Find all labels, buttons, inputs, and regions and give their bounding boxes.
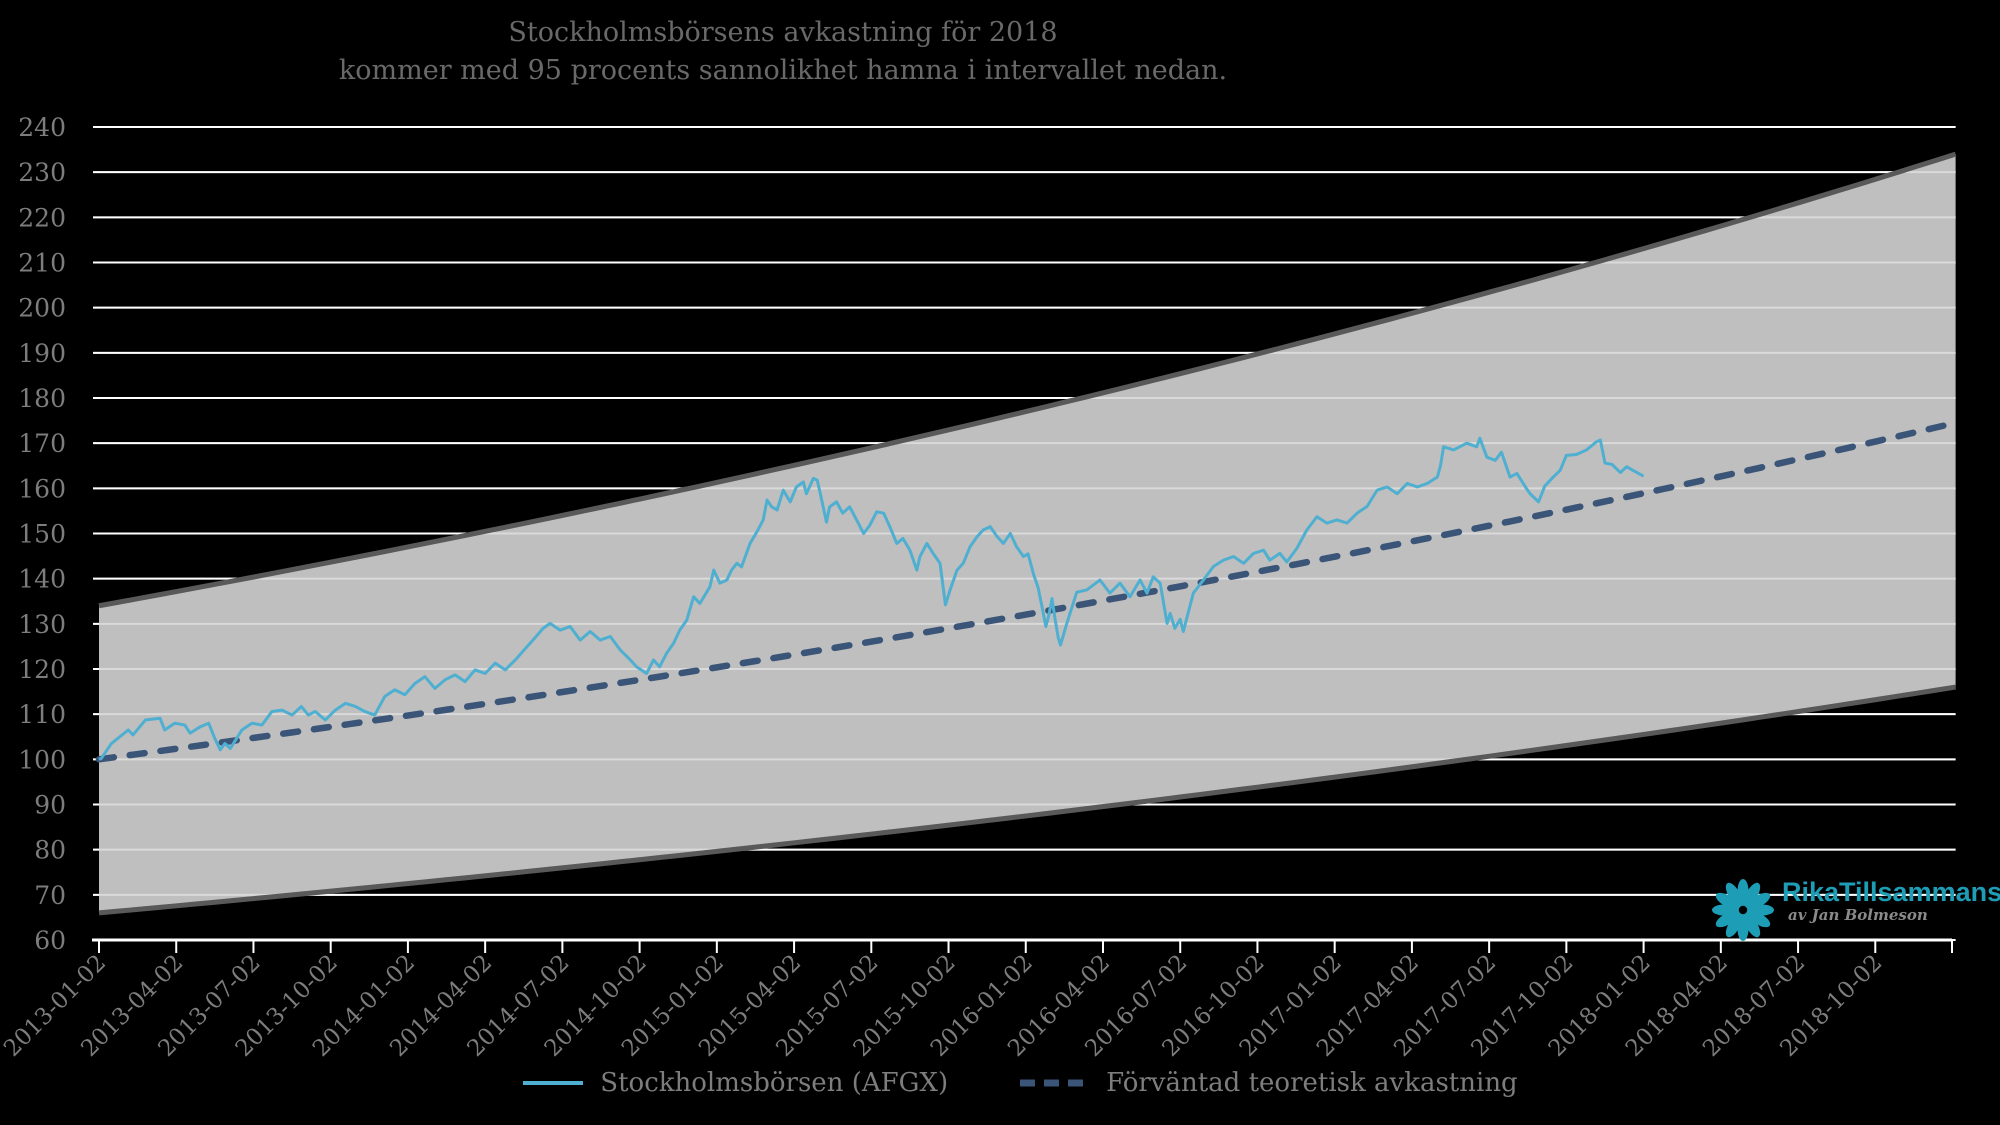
y-tick-label: 90 bbox=[34, 790, 66, 819]
flower-icon bbox=[1712, 879, 1774, 941]
band-upper-border bbox=[98, 151, 1957, 609]
y-tick-label: 100 bbox=[18, 745, 66, 774]
flower-petal bbox=[1725, 882, 1742, 905]
flower-petal bbox=[1748, 892, 1771, 909]
y-tick-label: 110 bbox=[18, 700, 66, 729]
y-tick-label: 190 bbox=[18, 339, 66, 368]
y-tick-label: 230 bbox=[18, 158, 66, 187]
logo-byline-text: av Jan Bolmeson bbox=[1788, 906, 1928, 924]
band-lower-border bbox=[98, 684, 1957, 916]
y-tick-label: 140 bbox=[18, 565, 66, 594]
y-tick-label: 220 bbox=[18, 203, 66, 232]
confidence-band bbox=[99, 154, 1956, 913]
legend-label-expected: Förväntad teoretisk avkastning bbox=[1106, 1068, 1518, 1098]
legend-item-afgx: Stockholmsbörsen (AFGX) bbox=[522, 1068, 948, 1098]
flower-petal bbox=[1744, 915, 1761, 938]
y-tick-label: 200 bbox=[18, 294, 66, 323]
flower-petal bbox=[1725, 915, 1742, 938]
afgx-line-sample-icon bbox=[523, 1081, 584, 1085]
chart-title-line1: Stockholmsbörsens avkastning för 2018 bbox=[508, 17, 1058, 48]
legend: Stockholmsbörsen (AFGX) Förväntad teoret… bbox=[430, 1068, 1610, 1098]
flower-petal bbox=[1744, 882, 1761, 905]
y-tick-label: 120 bbox=[18, 655, 66, 684]
legend-label-afgx: Stockholmsbörsen (AFGX) bbox=[600, 1068, 949, 1098]
flower-petal bbox=[1715, 911, 1738, 928]
flower-petal bbox=[1748, 911, 1771, 928]
y-tick-label: 150 bbox=[18, 519, 66, 548]
legend-item-expected: Förväntad teoretisk avkastning bbox=[1018, 1068, 1518, 1098]
expected-line-sample-icon bbox=[1020, 1079, 1089, 1087]
y-tick-label: 240 bbox=[18, 113, 66, 142]
rikatillsammans-logo: RikaTillsammans av Jan Bolmeson bbox=[1710, 877, 2000, 943]
y-tick-label: 70 bbox=[34, 881, 66, 910]
y-tick-label: 170 bbox=[18, 429, 66, 458]
chart-title-line2: kommer med 95 procents sannolikhet hamna… bbox=[338, 55, 1228, 86]
logo-brand-text: RikaTillsammans bbox=[1782, 877, 2000, 907]
y-tick-label: 160 bbox=[18, 474, 66, 503]
expected-return-line bbox=[95, 419, 1959, 763]
afgx-line bbox=[98, 436, 1645, 761]
y-tick-label: 130 bbox=[18, 610, 66, 639]
y-tick-label: 80 bbox=[34, 836, 66, 865]
flower-petal bbox=[1715, 892, 1738, 909]
y-tick-label: 210 bbox=[18, 248, 66, 277]
chart-title: Stockholmsbörsens avkastning för 2018 ko… bbox=[0, 14, 1566, 90]
y-tick-label: 180 bbox=[18, 384, 66, 413]
y-tick-label: 60 bbox=[34, 926, 66, 955]
